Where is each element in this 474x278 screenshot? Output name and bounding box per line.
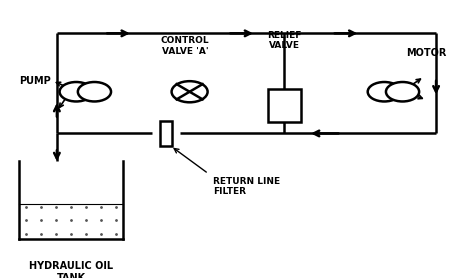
Circle shape	[368, 82, 401, 101]
Circle shape	[60, 82, 93, 101]
Text: CONTROL
VALVE 'A': CONTROL VALVE 'A'	[161, 36, 209, 56]
Bar	[160, 121, 172, 146]
Text: RELIEF
VALVE: RELIEF VALVE	[267, 31, 301, 50]
Text: MOTOR: MOTOR	[406, 48, 447, 58]
Text: HYDRAULIC OIL
TANK: HYDRAULIC OIL TANK	[29, 261, 113, 278]
Text: PUMP: PUMP	[19, 76, 51, 86]
Bar	[268, 89, 301, 122]
Circle shape	[172, 81, 208, 102]
Circle shape	[78, 82, 111, 101]
Circle shape	[386, 82, 419, 101]
Text: RETURN LINE
FILTER: RETURN LINE FILTER	[213, 177, 281, 196]
